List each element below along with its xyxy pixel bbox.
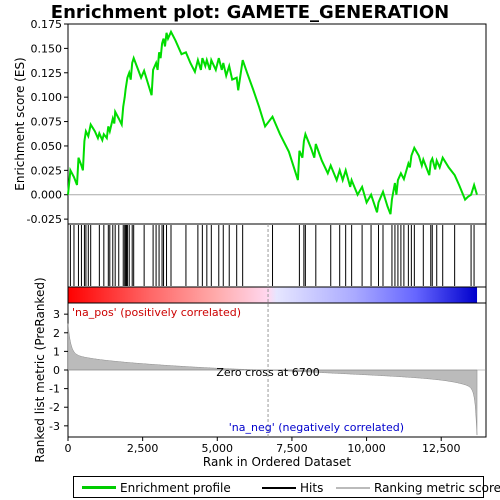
color-bar-gradient: [68, 287, 478, 303]
metric-y-tick-label: -3: [49, 420, 60, 433]
legend-hits-swatch: [262, 487, 296, 489]
x-tick-label: 12,500: [422, 442, 461, 455]
x-axis: 0 2,500 5,000 7,500 10,000 12,500: [65, 437, 461, 455]
metric-y-tick-label: -2: [49, 401, 60, 414]
metric-y-axis-label: Ranked list metric (PreRanked): [33, 277, 47, 462]
x-axis-label: Rank in Ordered Dataset: [203, 455, 351, 469]
legend: Enrichment profile Hits Ranking metric s…: [73, 476, 500, 498]
legend-enrichment-swatch: [82, 486, 116, 489]
legend-ranking-metric: Ranking metric scores: [374, 481, 500, 495]
legend-metric-swatch: [336, 487, 370, 489]
metric-y-tick-label: 3: [53, 308, 60, 321]
rank-color-bar: [67, 286, 487, 304]
enrichment-profile-line: [67, 29, 478, 215]
es-y-tick-label: 0.025: [31, 164, 63, 177]
negative-correlation-label: 'na_neg' (negatively correlated): [229, 421, 404, 434]
metric-y-tick-label: -1: [49, 383, 60, 396]
ranking-metric-area: [67, 323, 478, 436]
positive-correlation-label: 'na_pos' (positively correlated): [72, 306, 241, 319]
metric-y-tick-label: 0: [53, 364, 60, 377]
es-y-tick-label: 0.150: [31, 42, 63, 55]
metric-y-tick-label: 1: [53, 345, 60, 358]
metric-panel: 3 2 1 0 -1 -2 -3 'na_pos' (positively correlat…: [33, 224, 487, 463]
hits-panel: [67, 223, 487, 288]
x-tick-label: 5,000: [202, 442, 234, 455]
zero-cross-label: Zero cross at 6700: [216, 366, 319, 379]
es-y-tick-label: 0.075: [31, 116, 63, 129]
es-y-tick-label: 0.125: [31, 67, 63, 80]
es-y-tick-label: 0.050: [31, 140, 63, 153]
metric-y-tick-label: 2: [53, 327, 60, 340]
legend-enrichment-profile: Enrichment profile: [120, 481, 231, 495]
x-tick-label: 2,500: [127, 442, 159, 455]
chart-title: Enrichment plot: GAMETE_GENERATION: [51, 2, 449, 23]
es-panel: -0.025 0.000 0.025 0.050 0.075 0.100 0.125 0.15…: [13, 18, 487, 226]
es-y-tick-label: -0.025: [27, 213, 62, 226]
x-tick-label: 7,500: [276, 442, 308, 455]
legend-hits: Hits: [300, 481, 324, 495]
x-tick-label: 10,000: [347, 442, 386, 455]
es-y-tick-label: 0.000: [31, 189, 63, 202]
x-tick-label: 0: [65, 442, 72, 455]
es-y-axis-label: Enrichment score (ES): [13, 57, 27, 190]
es-y-tick-label: 0.100: [31, 91, 63, 104]
es-y-tick-label: 0.175: [31, 18, 63, 31]
es-panel-frame: [67, 23, 487, 225]
